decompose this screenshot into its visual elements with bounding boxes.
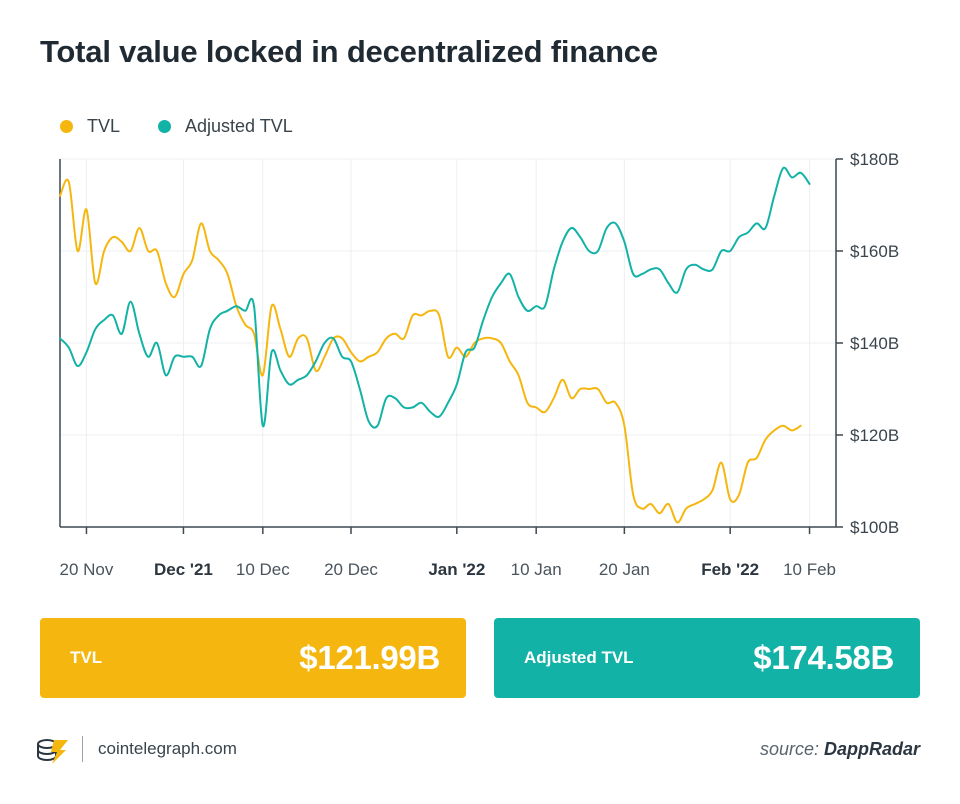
x-tick-label: 20 Dec xyxy=(324,560,378,579)
footer-site-link[interactable]: cointelegraph.com xyxy=(98,739,237,758)
x-tick-label: 10 Feb xyxy=(783,560,836,579)
x-tick-label: 10 Jan xyxy=(511,560,562,579)
y-tick-label: $180B xyxy=(850,150,899,169)
tvl-card-label: TVL xyxy=(70,648,103,667)
x-tick-label: Dec '21 xyxy=(154,560,213,579)
adjusted-tvl-card-value: $174.58B xyxy=(753,639,894,676)
tvl-card: TVL $121.99B xyxy=(40,618,466,698)
series-line-adjusted-tvl xyxy=(59,166,811,429)
adjusted-tvl-card-label: Adjusted TVL xyxy=(524,648,634,667)
x-tick-label: Jan '22 xyxy=(428,560,485,579)
series-line-tvl xyxy=(59,178,802,524)
x-tick-label: 20 Jan xyxy=(599,560,650,579)
x-tick-label: 10 Dec xyxy=(236,560,290,579)
legend-item-tvl: TVL xyxy=(60,116,120,137)
footer-divider xyxy=(82,736,83,762)
chart-title: Total value locked in decentralized fina… xyxy=(40,34,658,69)
y-tick-label: $100B xyxy=(850,518,899,537)
footer-source-name: DappRadar xyxy=(823,739,920,759)
adjusted-tvl-card: Adjusted TVL $174.58B xyxy=(494,618,920,698)
x-tick-label: 20 Nov xyxy=(60,560,114,579)
footer-source: source: DappRadar xyxy=(760,739,920,760)
legend-dot-adjusted-tvl xyxy=(158,120,172,133)
legend-dot-tvl xyxy=(60,120,73,133)
footer-source-prefix: source: xyxy=(759,739,824,759)
chart-legend: TVL Adjusted TVL xyxy=(60,116,293,137)
tvl-card-value: $121.99B xyxy=(299,639,440,676)
legend-label-tvl: TVL xyxy=(87,116,121,136)
y-tick-label: $160B xyxy=(850,242,899,261)
x-tick-label: Feb '22 xyxy=(701,560,759,579)
line-chart: $100B $120B $140B $160B $180B 20 Nov Dec '21 10… xyxy=(59,150,899,579)
legend-item-adjusted-tvl: Adjusted TVL xyxy=(158,116,293,137)
cointelegraph-logo-icon xyxy=(36,736,70,771)
legend-label-adjusted-tvl: Adjusted TVL xyxy=(185,116,293,136)
y-tick-label: $120B xyxy=(850,426,899,445)
y-tick-label: $140B xyxy=(850,334,899,353)
